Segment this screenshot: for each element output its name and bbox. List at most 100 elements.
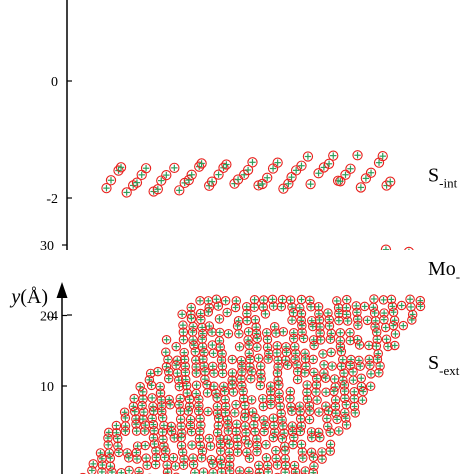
- top-view-atom: [276, 301, 287, 312]
- top-view-atom: [203, 406, 213, 417]
- top-view-atom: [190, 467, 200, 474]
- top-view-atom: [287, 406, 297, 416]
- side-view-atom: [350, 251, 359, 260]
- top-view-atom: [161, 347, 171, 358]
- top-view-atom: [359, 301, 370, 312]
- top-view-atom: [320, 373, 331, 383]
- top-view-atom: [157, 427, 168, 437]
- top-view-atom: [159, 441, 169, 451]
- top-view-atom: [191, 368, 202, 378]
- top-view-atom: [354, 340, 365, 350]
- top-view-atom: [128, 401, 139, 412]
- top-view-atom: [189, 340, 199, 351]
- top-view-atom: [254, 472, 262, 474]
- top-view-atom: [315, 432, 325, 443]
- top-view-atom: [217, 368, 228, 379]
- top-view-atom: [354, 355, 364, 366]
- top-view-atom: [228, 387, 239, 397]
- top-view-atom: [171, 341, 181, 352]
- top-view-atom: [194, 406, 204, 416]
- top-view-atom: [334, 426, 344, 436]
- top-view-atom: [245, 362, 255, 372]
- side-view-atom: [322, 253, 331, 262]
- top-view-atom: [172, 355, 183, 366]
- top-view-atom: [334, 315, 344, 326]
- top-view-atom: [292, 374, 303, 385]
- top-view-atom: [198, 467, 209, 474]
- top-view-atom: [132, 454, 142, 464]
- top-view-atom: [220, 407, 231, 418]
- side-view-atom: [215, 261, 224, 270]
- top-view-atom: [302, 394, 313, 404]
- top-view-atom: [374, 368, 384, 378]
- top-view-atom: [275, 401, 285, 412]
- top-view-atom: [243, 335, 253, 345]
- top-view-atom: [237, 367, 247, 377]
- side-view-atom: [326, 253, 335, 262]
- top-view-atom: [250, 426, 260, 437]
- top-view-atom: [231, 426, 241, 437]
- side-view-atom: [323, 158, 335, 169]
- side-view-atom: [370, 259, 379, 268]
- top-view-atom: [196, 314, 206, 325]
- top-view-atom: [199, 361, 209, 371]
- top-view-atom: [222, 434, 233, 445]
- side-view-atom: [288, 266, 297, 275]
- side-view-atom: [166, 259, 175, 268]
- top-view-panel: y(Å) 30 20 10: [9, 239, 426, 474]
- side-view-atom: [105, 175, 117, 186]
- top-view-atom: [243, 327, 254, 337]
- side-view-atom: [395, 259, 404, 268]
- top-view-atom: [280, 467, 290, 474]
- side-view-atom: [380, 244, 392, 250]
- top-view-atom: [142, 460, 152, 471]
- top-view-atom: [381, 334, 392, 344]
- side-view-atom: [152, 184, 163, 195]
- top-view-atom: [171, 360, 181, 371]
- side-view-atom: [340, 169, 351, 180]
- top-view-atom: [338, 375, 348, 386]
- top-view-atom: [245, 472, 253, 474]
- top-view-atom: [165, 400, 175, 410]
- top-view-atom: [389, 315, 400, 326]
- top-view-atom: [323, 406, 334, 416]
- side-view-atom: [391, 262, 400, 271]
- top-view-atom: [114, 447, 124, 458]
- top-view-atom: [267, 294, 278, 305]
- top-view-atom: [174, 381, 185, 392]
- top-view-atom: [355, 361, 365, 371]
- top-view-atom: [246, 395, 257, 405]
- top-view-atom: [369, 308, 380, 318]
- top-view-atom: [350, 408, 360, 418]
- top-view-atom: [188, 459, 199, 470]
- top-view-atom: [181, 380, 192, 391]
- top-view-atom: [123, 453, 134, 463]
- top-view-atom: [312, 395, 322, 405]
- side-view-atom: [292, 261, 301, 270]
- top-view-atom: [334, 308, 344, 319]
- side-view-atom: [135, 266, 144, 275]
- side-view-atom: [232, 174, 244, 185]
- top-view-atom: [206, 454, 217, 465]
- top-view-atom: [313, 427, 324, 438]
- top-view-atom: [364, 340, 374, 351]
- top-view-atom: [311, 387, 321, 397]
- top-view-atom: [259, 426, 269, 437]
- top-view-atom: [130, 406, 140, 417]
- top-view-atom: [200, 374, 210, 384]
- top-view-atom: [247, 367, 257, 377]
- top-view-atom: [281, 347, 292, 358]
- top-view-atom: [342, 294, 352, 305]
- top-view-atom: [208, 468, 218, 474]
- side-view-atom: [161, 169, 172, 181]
- top-view-atom: [182, 388, 192, 398]
- top-view-atom: [356, 373, 367, 383]
- side-view-atom: [272, 157, 283, 168]
- side-view-atom: [352, 251, 361, 260]
- top-view-atom: [95, 448, 106, 458]
- top-view-atom: [88, 459, 99, 469]
- top-view-atom: [111, 428, 122, 438]
- top-view-atom: [298, 333, 309, 344]
- top-view-atom: [195, 296, 205, 306]
- top-view-atom: [386, 294, 397, 305]
